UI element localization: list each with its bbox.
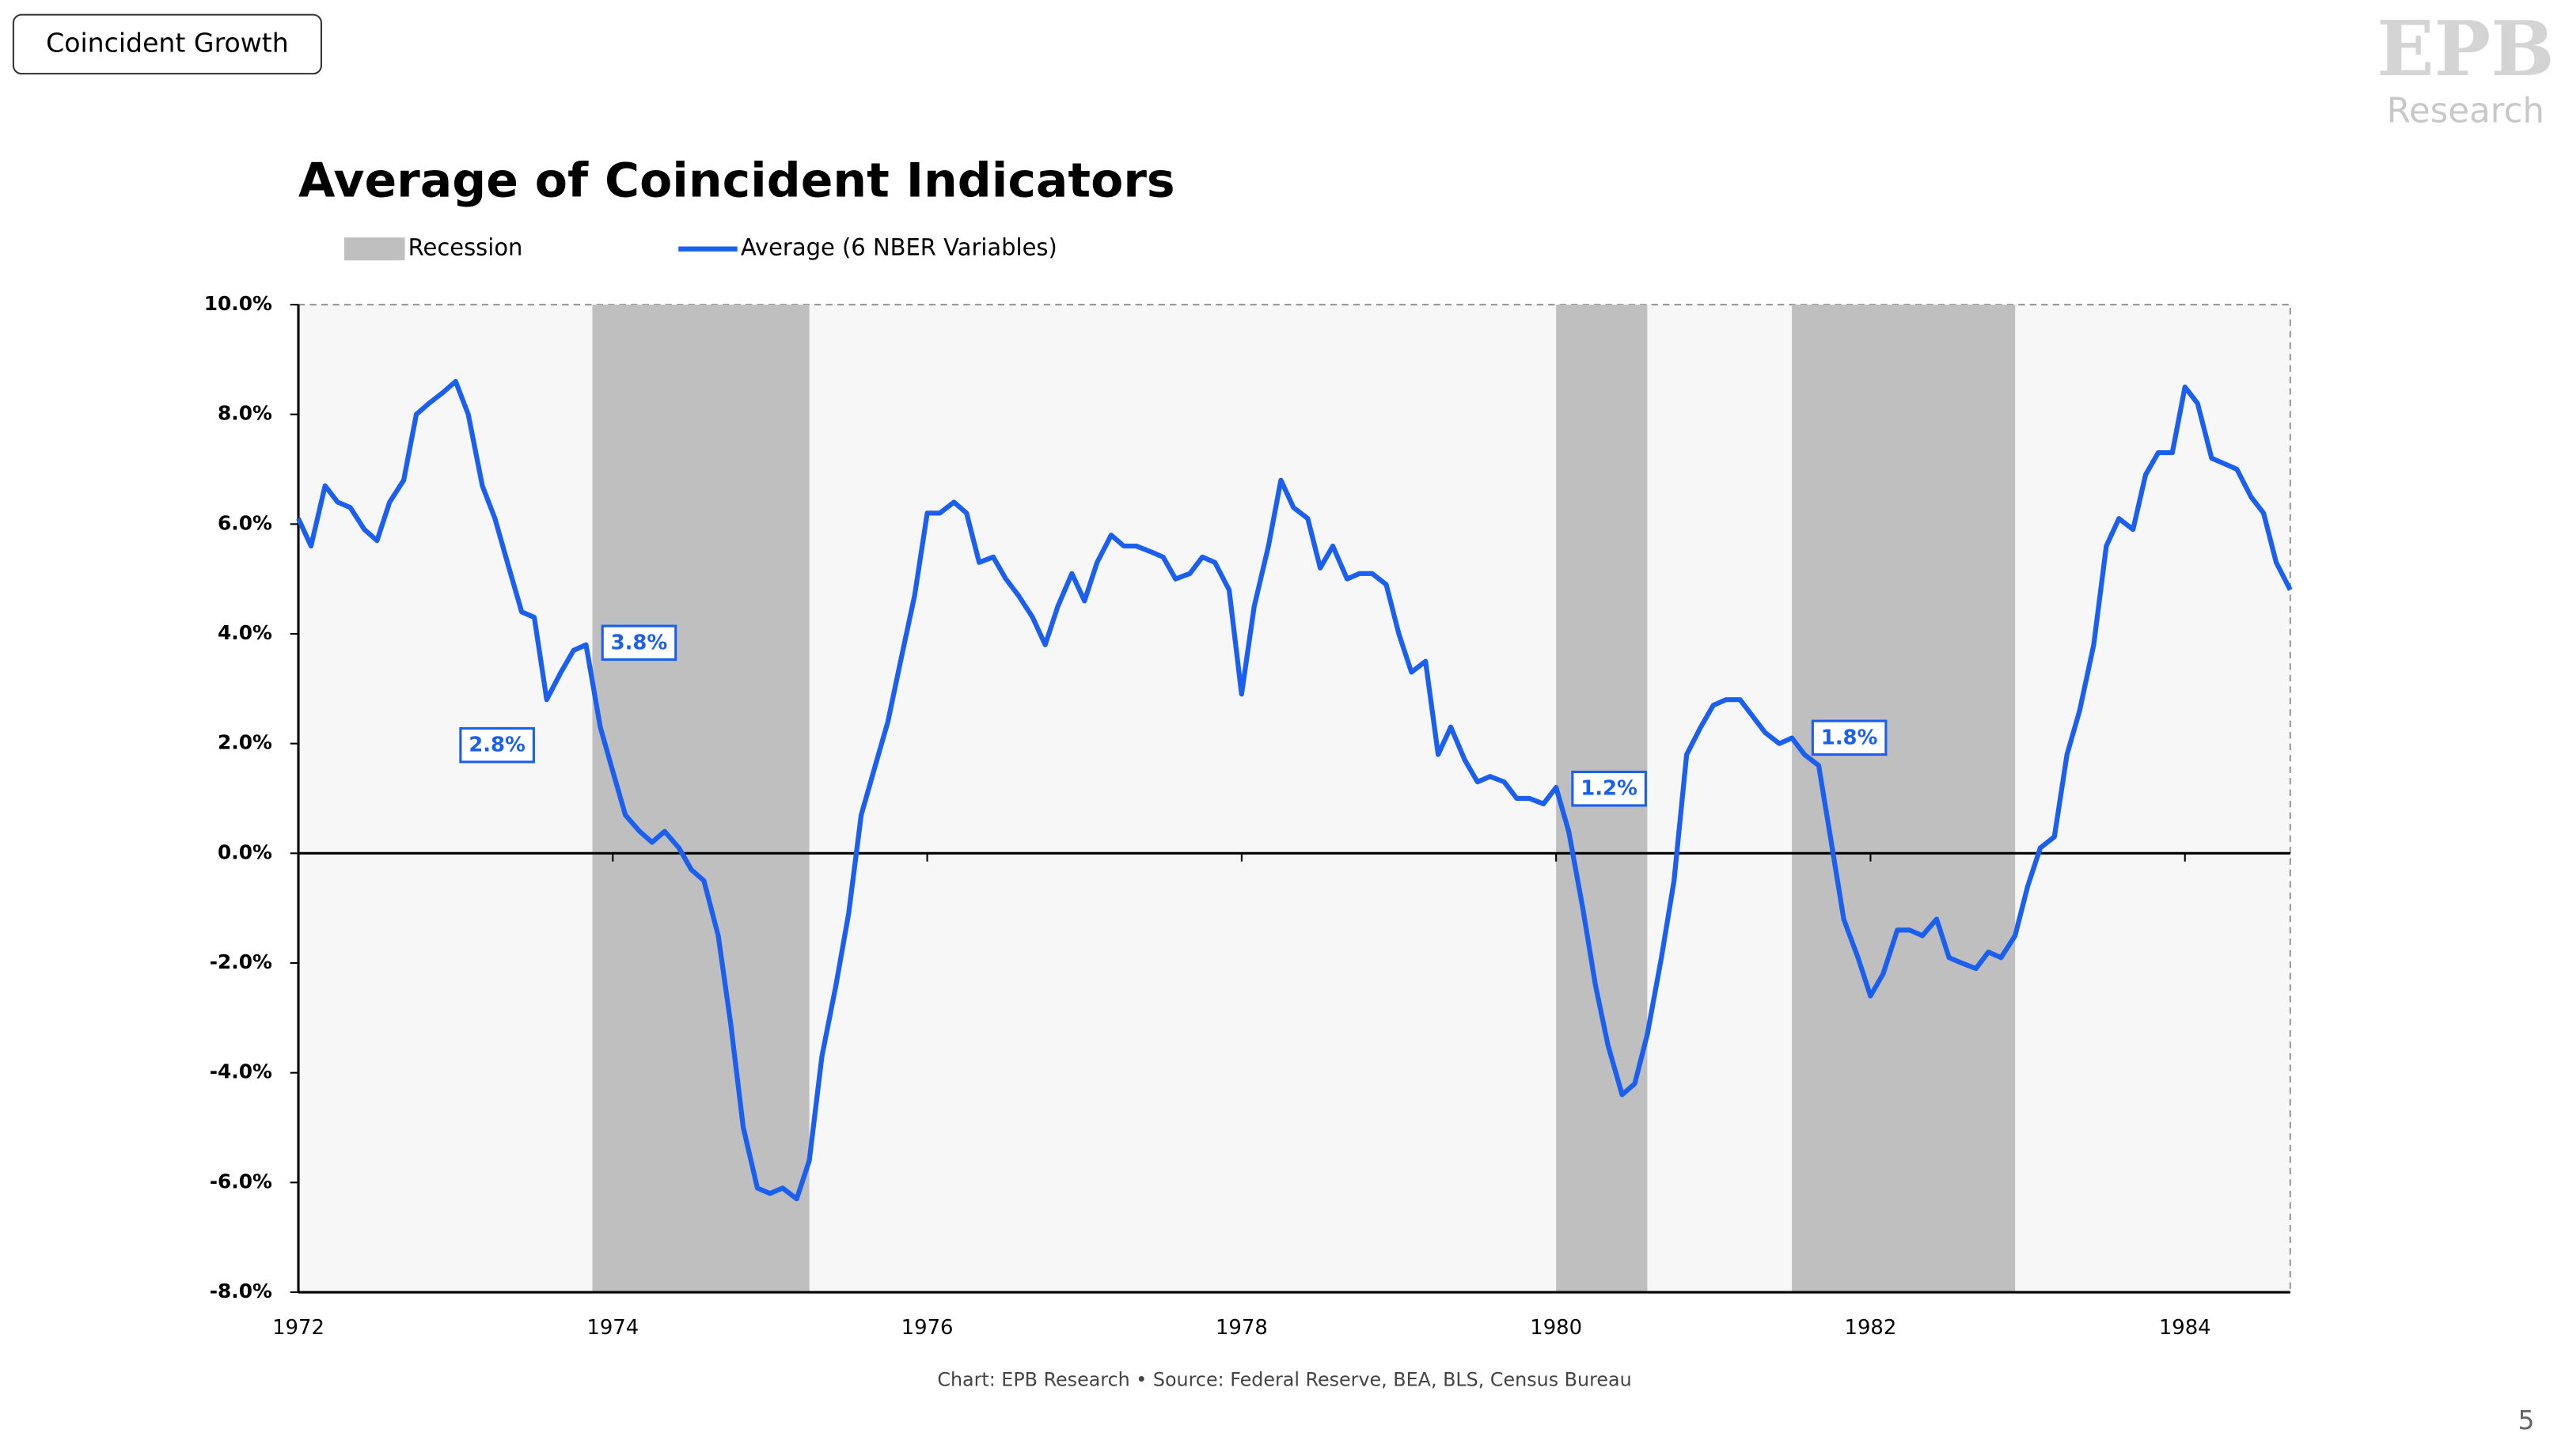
annotation: 1.8%	[1821, 726, 1878, 749]
annotation: 1.2%	[1580, 777, 1637, 801]
annotation-box	[1571, 770, 1647, 807]
recession-band	[1792, 304, 2016, 1293]
x-tick-label: 1972	[272, 1316, 324, 1340]
annotation: 3.8%	[611, 631, 668, 654]
x-tick-label: 1984	[2159, 1316, 2211, 1340]
y-tick-label: 4.0%	[218, 621, 272, 644]
y-tick-label: -2.0%	[210, 950, 272, 973]
y-tick-label: 0.0%	[218, 840, 272, 863]
recession-band	[592, 304, 810, 1293]
annotation-box	[1811, 719, 1888, 756]
y-tick-label: 6.0%	[218, 511, 272, 534]
y-tick-label: 10.0%	[204, 292, 272, 315]
page-number: 5	[2518, 1405, 2534, 1435]
badge-box	[12, 13, 323, 75]
legend-label: Average (6 NBER Variables)	[741, 234, 1057, 261]
logo-mark: EPB	[2377, 6, 2555, 93]
badge: Coincident Growth	[46, 27, 289, 58]
y-tick-label: 8.0%	[218, 402, 272, 425]
annotation: 2.8%	[469, 734, 526, 757]
x-tick-label: 1976	[901, 1316, 954, 1340]
series-line	[296, 378, 2293, 1202]
legend-swatch	[343, 237, 405, 261]
x-tick-label: 1980	[1530, 1316, 1582, 1340]
y-tick-label: 2.0%	[218, 731, 272, 754]
plot-border	[298, 303, 2291, 1293]
annotation-box	[601, 624, 677, 662]
x-tick-label: 1978	[1216, 1316, 1268, 1340]
legend-label: Recession	[408, 234, 523, 261]
logo-text: Research	[2387, 91, 2544, 131]
x-tick-label: 1982	[1845, 1316, 1897, 1340]
y-tick-label: -4.0%	[210, 1060, 272, 1083]
source: Chart: EPB Research • Source: Federal Re…	[937, 1368, 1631, 1390]
chart-title: Average of Coincident Indicators	[298, 153, 1175, 208]
annotation-box	[459, 726, 535, 764]
y-tick-label: -6.0%	[210, 1170, 272, 1192]
x-tick-label: 1974	[586, 1316, 639, 1340]
y-tick-label: -8.0%	[210, 1280, 272, 1302]
